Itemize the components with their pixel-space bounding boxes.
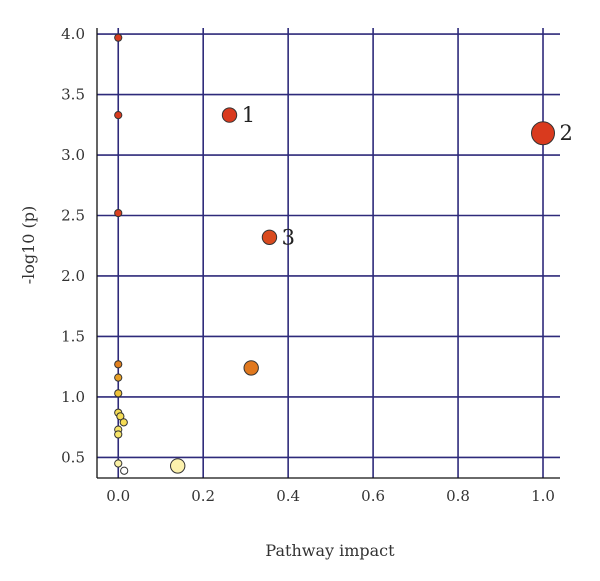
data-point [119,418,128,427]
point-label-3: 3 [282,225,295,249]
data-points [114,33,556,475]
y-tick-label: 1.5 [61,327,85,345]
x-tick-label: 0.6 [361,487,385,505]
data-point [114,110,123,120]
x-tick-label: 0.8 [446,487,470,505]
gridlines [97,28,560,478]
y-tick-label: 3.5 [61,86,85,104]
axes [96,28,560,479]
y-axis-title: -log10 (p) [19,206,38,285]
data-point [114,459,123,468]
data-point [120,466,129,475]
x-tick-label: 0.4 [276,487,300,505]
point-label-2: 2 [560,121,573,145]
y-tick-label: 1.0 [61,388,85,406]
data-point [261,229,278,245]
y-tick-label: 2.5 [61,207,85,225]
x-tick-label: 0.2 [191,487,215,505]
data-point [114,430,123,439]
data-point [114,389,123,398]
data-point [116,412,125,421]
data-point [221,107,238,123]
tick-labels: 0.0 0.2 0.4 0.6 0.8 1.0 0.5 1.0 1.5 2.0 2.5 3.0 3.5 4… [61,25,555,505]
x-tick-label: 0.0 [106,487,130,505]
data-point [531,121,556,146]
data-point [114,33,123,42]
data-point [114,373,123,382]
x-axis-title: Pathway impact [265,541,395,560]
data-point [243,360,259,376]
y-tick-label: 4.0 [61,25,85,43]
point-labels: 1 3 2 [242,103,573,249]
data-point [114,208,123,218]
point-label-1: 1 [242,103,255,127]
x-tick-label: 1.0 [531,487,555,505]
y-tick-label: 3.0 [61,146,85,164]
y-tick-label: 2.0 [61,267,85,285]
y-tick-label: 0.5 [61,448,85,466]
data-point [170,458,186,474]
data-point [114,360,123,369]
